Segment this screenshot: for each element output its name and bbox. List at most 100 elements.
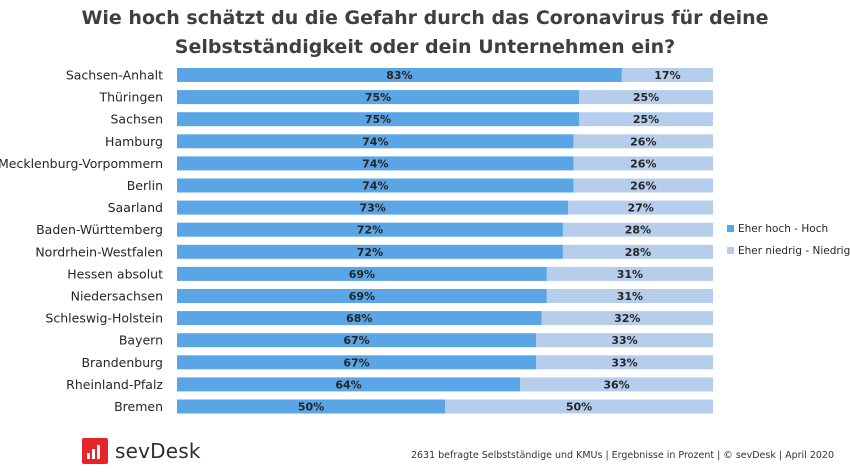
bar-row-sachsen-anhalt: Sachsen-Anhalt 83% 17% xyxy=(66,68,713,83)
bar-row-brandenburg: Brandenburg 67% 33% xyxy=(81,355,713,370)
data-label: 67% xyxy=(343,334,369,347)
data-label: 28% xyxy=(625,224,651,237)
category-label: Baden-Württemberg xyxy=(36,222,163,237)
bar-row-nordrhein-westfalen: Nordrhein-Westfalen 72% 28% xyxy=(35,244,713,259)
bar-row-hamburg: Hamburg 74% 26% xyxy=(105,134,713,149)
bar-segment-low xyxy=(573,178,713,193)
category-label: Sachsen xyxy=(110,112,163,127)
bar-segment-high xyxy=(177,266,547,281)
data-label: 31% xyxy=(617,268,643,281)
data-label: 31% xyxy=(617,290,643,303)
data-label: 50% xyxy=(566,401,592,414)
data-label: 68% xyxy=(346,312,372,325)
data-label: 27% xyxy=(627,202,653,215)
data-label: 67% xyxy=(343,356,369,369)
data-label: 25% xyxy=(633,113,659,126)
bar-segment-high xyxy=(177,289,547,303)
bar-row-rheinland-pfalz: Rheinland-Pfalz 64% 36% xyxy=(66,377,713,392)
bar-row-bayern: Bayern 67% 33% xyxy=(119,333,713,348)
bar-segment-low xyxy=(621,68,713,82)
data-label: 33% xyxy=(611,356,637,369)
category-label: Brandenburg xyxy=(81,355,163,370)
category-label: Sachsen-Anhalt xyxy=(66,68,163,83)
bar-segment-low xyxy=(445,399,713,414)
category-label: Bremen xyxy=(114,399,163,414)
brand-name: sevDesk xyxy=(115,439,201,463)
bar-row-saarland: Saarland 73% 27% xyxy=(108,200,713,215)
data-label: 26% xyxy=(630,180,656,193)
bar-row-bremen: Bremen 50% 50% xyxy=(114,399,713,414)
category-label: Bayern xyxy=(119,333,163,348)
data-label: 26% xyxy=(630,157,656,170)
bar-segment-high xyxy=(177,200,569,215)
bar-segment-high xyxy=(177,134,574,149)
category-label: Rheinland-Pfalz xyxy=(66,377,163,392)
bar-segment-high xyxy=(177,355,537,370)
data-label: 74% xyxy=(362,180,388,193)
legend-label: Eher hoch - Hoch xyxy=(738,223,828,235)
category-label: Hamburg xyxy=(105,134,163,149)
bar-row-hessen-absolut: Hessen absolut 69% 31% xyxy=(67,266,713,281)
bar-segment-high xyxy=(177,112,579,127)
chart-title: Wie hoch schätzt du die Gefahr durch das… xyxy=(0,4,850,62)
chart-title-line-1: Wie hoch schätzt du die Gefahr durch das… xyxy=(81,7,769,29)
sevdesk-logo-icon xyxy=(82,438,108,464)
bar-segment-high xyxy=(177,311,542,326)
bar-segment-high xyxy=(177,222,563,237)
bar-segment-low xyxy=(520,377,713,392)
category-label: Berlin xyxy=(127,178,163,193)
data-label: 74% xyxy=(362,157,388,170)
bar-row-berlin: Berlin 74% 26% xyxy=(127,178,713,193)
data-label: 75% xyxy=(365,113,391,126)
bar-segment-high xyxy=(177,90,579,105)
bar-segment-low xyxy=(546,289,713,303)
category-label: Thüringen xyxy=(98,90,163,105)
data-label: 69% xyxy=(349,290,375,303)
legend-swatch xyxy=(727,225,734,232)
bar-segment-low xyxy=(579,112,713,127)
chart-title-line-2: Selbstständigkeit oder dein Unternehmen … xyxy=(174,36,676,58)
bar-row-sachsen: Sachsen 75% 25% xyxy=(110,112,713,127)
bar-segment-low xyxy=(573,134,713,149)
bar-segment-high xyxy=(177,399,445,414)
data-label: 64% xyxy=(335,378,361,391)
data-label: 17% xyxy=(654,69,680,82)
bar-row-baden-wuerttemberg: Baden-Württemberg 72% 28% xyxy=(36,222,713,237)
category-label: Schleswig-Holstein xyxy=(45,311,163,326)
bar-segment-low xyxy=(562,244,713,259)
bars-layer: Sachsen-Anhalt 83% 17%Thüringen 75% 25%Sachs… xyxy=(0,68,713,414)
data-label: 33% xyxy=(611,334,637,347)
data-label: 69% xyxy=(349,268,375,281)
bar-segment-low xyxy=(562,222,713,237)
data-label: 74% xyxy=(362,135,388,148)
bar-row-niedersachsen: Niedersachsen 69% 31% xyxy=(71,289,713,304)
bar-segment-low xyxy=(536,333,713,348)
bar-row-schleswig-holstein: Schleswig-Holstein 68% 32% xyxy=(45,311,713,326)
legend-item-high: Eher hoch - Hoch xyxy=(727,223,828,235)
bar-row-mecklenburg-vorpommern: Mecklenburg-Vorpommern 74% 26% xyxy=(0,156,713,171)
brand-logo-block: sevDesk xyxy=(82,437,201,465)
bar-segment-low xyxy=(568,200,713,215)
data-label: 28% xyxy=(625,246,651,259)
legend-swatch xyxy=(727,247,734,254)
bar-segment-low xyxy=(536,355,713,370)
bar-segment-low xyxy=(579,90,713,105)
category-label: Mecklenburg-Vorpommern xyxy=(0,156,163,171)
category-label: Nordrhein-Westfalen xyxy=(35,244,163,259)
bar-segment-high xyxy=(177,156,574,171)
data-label: 25% xyxy=(633,91,659,104)
legend-label: Eher niedrig - Niedrig xyxy=(738,245,850,257)
data-label: 72% xyxy=(357,224,383,237)
bar-segment-low xyxy=(546,266,713,281)
bar-segment-high xyxy=(177,244,563,259)
data-label: 32% xyxy=(614,312,640,325)
legend: Eher hoch - Hoch Eher niedrig - Niedrig xyxy=(727,223,850,257)
category-label: Hessen absolut xyxy=(67,266,163,281)
category-label: Saarland xyxy=(108,200,163,215)
data-label: 50% xyxy=(298,401,324,414)
data-label: 36% xyxy=(603,378,629,391)
data-label: 72% xyxy=(357,246,383,259)
bar-segment-high xyxy=(177,333,537,348)
category-label: Niedersachsen xyxy=(71,289,163,304)
bar-segment-high xyxy=(177,377,521,392)
